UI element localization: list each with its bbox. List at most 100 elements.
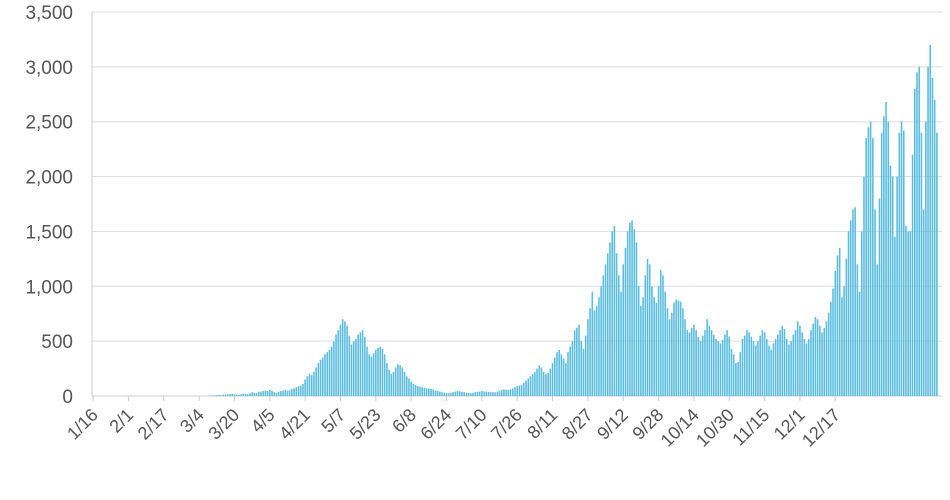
bar [847, 231, 850, 396]
bar [390, 374, 393, 396]
bar [421, 387, 424, 396]
bar [655, 302, 658, 396]
bar [648, 264, 651, 396]
bar [363, 336, 366, 396]
bar [766, 338, 768, 396]
bar [591, 291, 594, 396]
bar [536, 368, 538, 396]
bar [478, 391, 481, 396]
bar [540, 367, 543, 396]
bar [666, 308, 669, 396]
bar [549, 368, 552, 396]
bar [520, 385, 523, 396]
x-tick-label: 8/27 [558, 405, 597, 444]
x-tick-label: 10/14 [657, 405, 703, 451]
x-tick-label: 11/15 [728, 405, 773, 450]
bar [450, 392, 452, 396]
bar [739, 352, 742, 396]
bar [324, 354, 326, 396]
bar [551, 363, 554, 396]
bar [383, 354, 386, 396]
bar [439, 391, 441, 396]
bar [299, 385, 302, 396]
bar [394, 367, 397, 396]
bar [542, 371, 545, 396]
bar [434, 390, 437, 396]
bar [863, 176, 865, 396]
bar [790, 341, 792, 396]
bar [487, 391, 490, 396]
bar [538, 365, 541, 396]
bar [803, 338, 806, 396]
bar [257, 391, 260, 396]
bar [414, 385, 417, 396]
grid-lines [92, 11, 942, 397]
x-tick-label: 5/23 [346, 405, 385, 444]
bar [545, 374, 547, 396]
x-tick-label: 12/17 [798, 405, 844, 451]
bar [485, 391, 488, 396]
bar [580, 341, 583, 396]
bar [909, 231, 912, 396]
bar [635, 242, 638, 396]
bar [238, 394, 240, 396]
bar [273, 392, 276, 396]
bar [677, 300, 680, 396]
bar [902, 130, 905, 397]
bar [573, 330, 576, 396]
bar [750, 336, 753, 396]
bar [355, 338, 357, 396]
bar [286, 390, 289, 396]
bar [717, 341, 719, 396]
bar [216, 395, 218, 396]
bar [428, 388, 430, 396]
bar [918, 66, 921, 397]
bar [737, 361, 739, 396]
bar [783, 329, 786, 396]
x-tick-label: 6/24 [416, 405, 455, 444]
bar [891, 176, 894, 396]
bar [712, 334, 715, 396]
bar [710, 330, 713, 396]
bar [805, 343, 808, 396]
bar [527, 378, 530, 396]
bar [260, 391, 262, 396]
bar [748, 332, 750, 396]
bar [629, 222, 631, 396]
bar [372, 353, 375, 396]
bar [233, 394, 236, 396]
bar [874, 209, 876, 396]
bar [423, 387, 426, 396]
bar [560, 354, 563, 396]
bar [405, 376, 408, 396]
bar [633, 229, 636, 396]
bar [463, 392, 465, 396]
bar [447, 393, 450, 396]
bar [796, 321, 799, 396]
bar [730, 348, 733, 396]
bar [224, 394, 227, 396]
bar [706, 319, 708, 396]
bar [905, 225, 907, 396]
bar [496, 391, 499, 396]
bar [830, 301, 832, 396]
bar [344, 321, 346, 396]
bar [558, 349, 560, 396]
bar [600, 286, 602, 396]
bar [792, 334, 795, 396]
x-tick-label: 2/1 [105, 405, 137, 437]
bar [227, 394, 229, 396]
bar [814, 317, 817, 396]
bar [417, 386, 419, 396]
bar [578, 324, 580, 396]
x-tick-label: 5/7 [317, 405, 349, 437]
bar [602, 275, 605, 396]
bar [319, 359, 322, 396]
bar [880, 132, 883, 396]
bar [452, 392, 454, 396]
bar [624, 247, 627, 396]
bar [752, 341, 755, 396]
bar [562, 358, 565, 396]
bar [313, 371, 315, 396]
bar [567, 352, 569, 396]
